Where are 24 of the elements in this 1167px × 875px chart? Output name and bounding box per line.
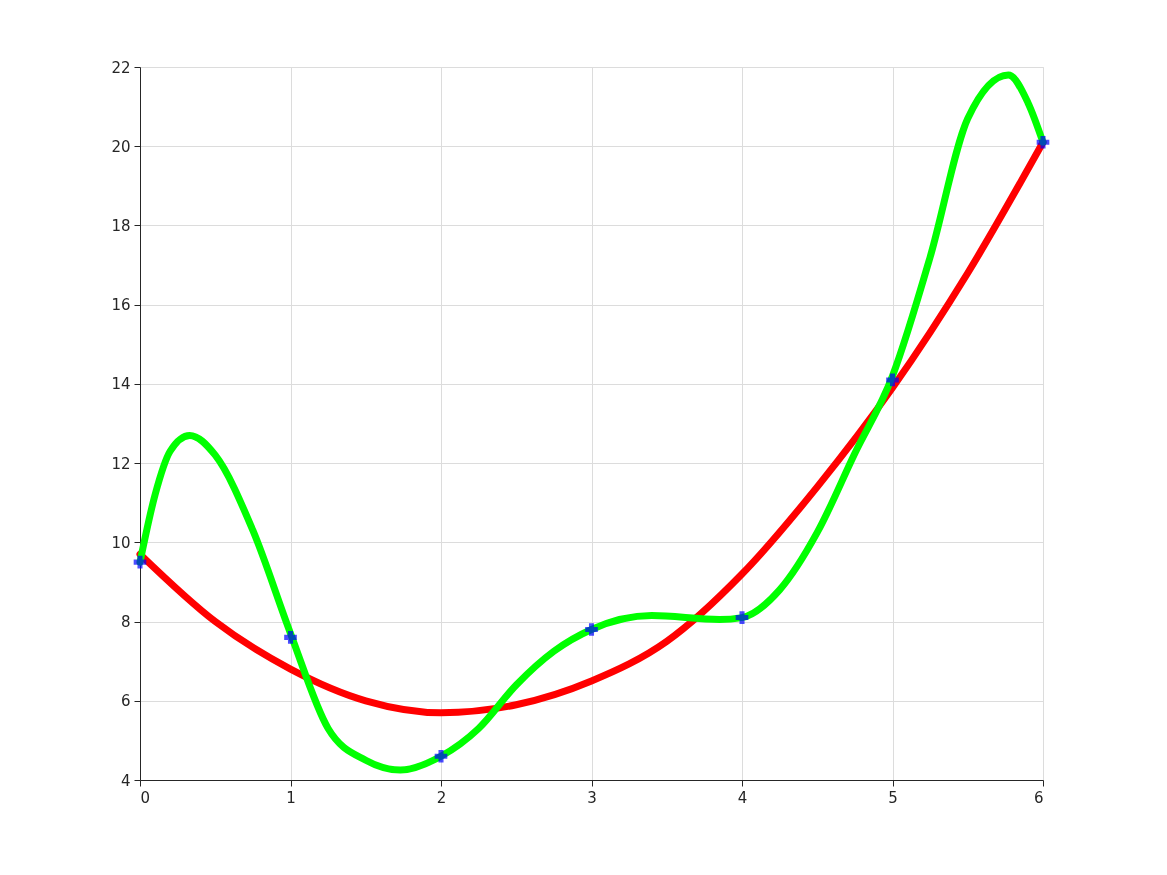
x-tick-label: 0 bbox=[140, 788, 151, 807]
point bbox=[585, 623, 598, 636]
point bbox=[133, 555, 147, 569]
y-tick-label: 10 bbox=[111, 533, 131, 552]
y-tick-label: 4 bbox=[120, 771, 131, 790]
y-tick-label: 14 bbox=[111, 375, 131, 394]
y-tick-label: 12 bbox=[111, 454, 131, 473]
point bbox=[1036, 135, 1050, 149]
x-tick-label: 6 bbox=[1033, 788, 1044, 807]
y-tick-label: 22 bbox=[111, 58, 131, 77]
point bbox=[735, 611, 749, 624]
x-tick-label: 3 bbox=[587, 788, 597, 807]
y-tick-label: 6 bbox=[120, 692, 131, 711]
point bbox=[434, 749, 448, 763]
y-tick-label: 20 bbox=[111, 137, 131, 156]
x-tick-label: 5 bbox=[888, 788, 898, 807]
point bbox=[886, 373, 899, 387]
x-tick-label: 2 bbox=[436, 788, 447, 807]
x-tick-label: 4 bbox=[737, 788, 748, 807]
point bbox=[284, 631, 297, 644]
y-tick-label: 8 bbox=[120, 613, 131, 632]
y-tick-label: 16 bbox=[111, 296, 131, 315]
x-tick-label: 1 bbox=[286, 788, 296, 807]
y-tick-label: 18 bbox=[111, 216, 131, 235]
